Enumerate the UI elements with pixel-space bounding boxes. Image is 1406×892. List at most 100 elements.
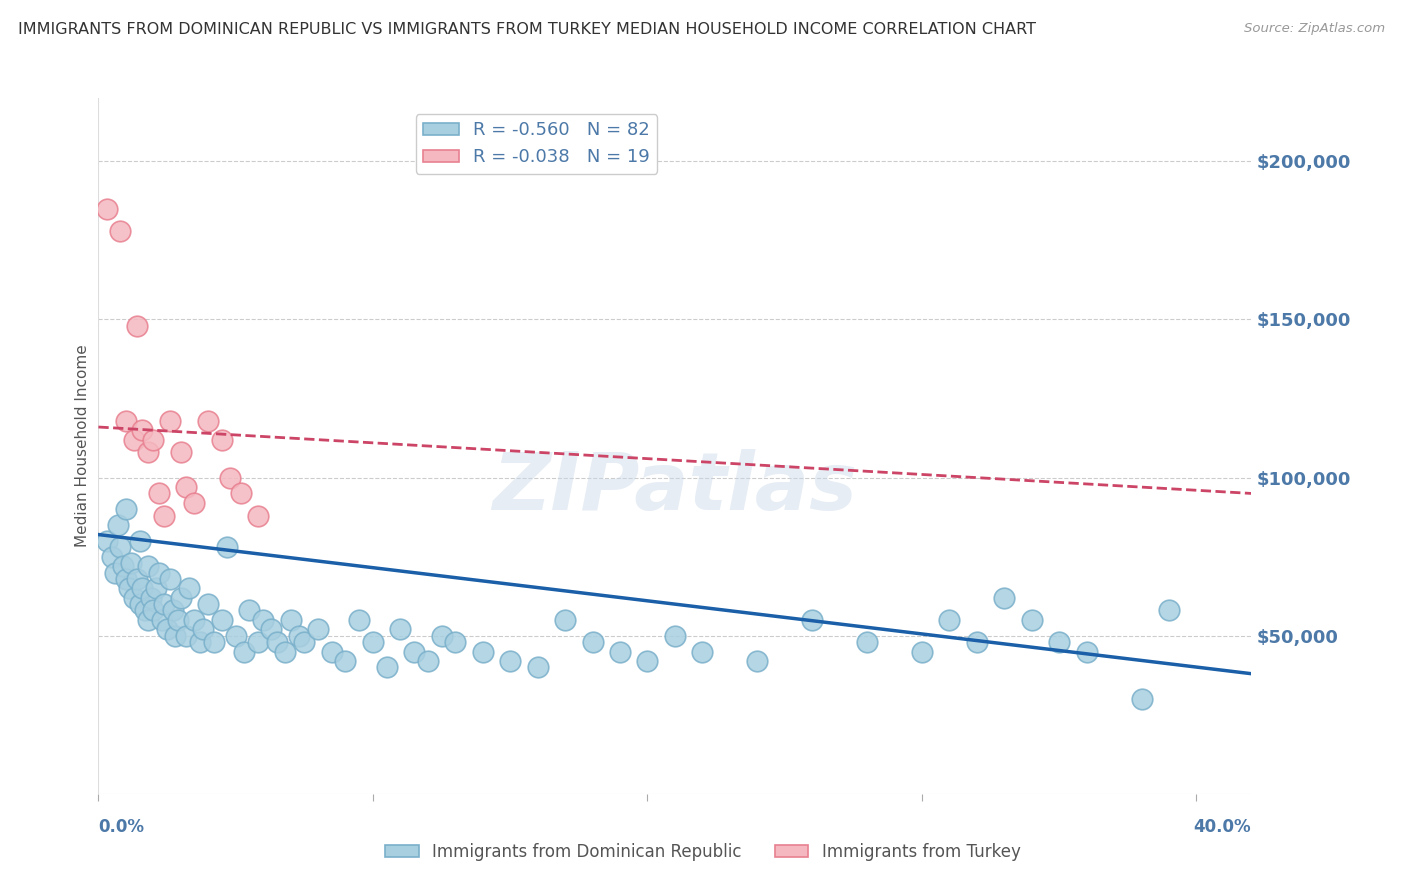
- Point: [115, 572, 138, 586]
- Legend: R = -0.560   N = 82, R = -0.038   N = 19: R = -0.560 N = 82, R = -0.038 N = 19: [416, 114, 658, 174]
- Point: [404, 644, 426, 658]
- Point: [122, 591, 145, 605]
- Point: [335, 654, 357, 668]
- Point: [801, 613, 824, 627]
- Point: [148, 566, 170, 580]
- Text: Source: ZipAtlas.com: Source: ZipAtlas.com: [1244, 22, 1385, 36]
- Point: [110, 224, 132, 238]
- Point: [153, 508, 176, 523]
- Point: [115, 502, 138, 516]
- Point: [361, 635, 384, 649]
- Point: [1021, 613, 1043, 627]
- Point: [165, 629, 187, 643]
- Point: [307, 623, 329, 637]
- Point: [115, 414, 138, 428]
- Text: ZIPatlas: ZIPatlas: [492, 449, 858, 527]
- Point: [581, 635, 603, 649]
- Point: [1157, 603, 1180, 617]
- Point: [231, 486, 253, 500]
- Point: [197, 597, 219, 611]
- Point: [554, 613, 576, 627]
- Point: [246, 508, 269, 523]
- Point: [142, 433, 165, 447]
- Point: [1130, 692, 1153, 706]
- Point: [162, 603, 184, 617]
- Point: [128, 533, 150, 548]
- Point: [197, 414, 219, 428]
- Point: [416, 654, 439, 668]
- Point: [266, 635, 288, 649]
- Point: [142, 603, 165, 617]
- Point: [156, 623, 179, 637]
- Point: [136, 613, 159, 627]
- Point: [148, 486, 170, 500]
- Point: [131, 582, 153, 596]
- Point: [471, 644, 494, 658]
- Point: [993, 591, 1015, 605]
- Point: [125, 572, 148, 586]
- Point: [110, 540, 132, 554]
- Text: IMMIGRANTS FROM DOMINICAN REPUBLIC VS IMMIGRANTS FROM TURKEY MEDIAN HOUSEHOLD IN: IMMIGRANTS FROM DOMINICAN REPUBLIC VS IM…: [18, 22, 1036, 37]
- Point: [170, 445, 193, 459]
- Point: [1047, 635, 1070, 649]
- Point: [609, 644, 631, 658]
- Point: [117, 582, 139, 596]
- Text: 40.0%: 40.0%: [1194, 818, 1251, 836]
- Point: [167, 613, 190, 627]
- Point: [139, 591, 162, 605]
- Point: [134, 603, 156, 617]
- Text: 0.0%: 0.0%: [98, 818, 145, 836]
- Point: [153, 597, 176, 611]
- Point: [122, 433, 145, 447]
- Point: [211, 613, 233, 627]
- Point: [174, 629, 197, 643]
- Point: [128, 597, 150, 611]
- Point: [170, 591, 193, 605]
- Point: [174, 480, 197, 494]
- Point: [636, 654, 658, 668]
- Point: [444, 635, 467, 649]
- Point: [856, 635, 879, 649]
- Point: [664, 629, 686, 643]
- Point: [288, 629, 311, 643]
- Point: [101, 549, 124, 564]
- Point: [191, 623, 214, 637]
- Point: [217, 540, 239, 554]
- Point: [280, 613, 302, 627]
- Point: [232, 644, 254, 658]
- Point: [1076, 644, 1098, 658]
- Point: [252, 613, 274, 627]
- Legend: Immigrants from Dominican Republic, Immigrants from Turkey: Immigrants from Dominican Republic, Immi…: [378, 837, 1028, 868]
- Point: [145, 582, 167, 596]
- Point: [183, 496, 205, 510]
- Point: [131, 423, 153, 437]
- Point: [692, 644, 714, 658]
- Point: [499, 654, 522, 668]
- Point: [112, 559, 135, 574]
- Point: [260, 623, 283, 637]
- Point: [183, 613, 205, 627]
- Point: [375, 660, 398, 674]
- Point: [389, 623, 412, 637]
- Point: [159, 572, 181, 586]
- Point: [211, 433, 233, 447]
- Y-axis label: Median Household Income: Median Household Income: [75, 344, 90, 548]
- Point: [107, 518, 129, 533]
- Point: [246, 635, 269, 649]
- Point: [225, 629, 247, 643]
- Point: [347, 613, 370, 627]
- Point: [274, 644, 297, 658]
- Point: [177, 582, 200, 596]
- Point: [292, 635, 315, 649]
- Point: [136, 559, 159, 574]
- Point: [96, 202, 118, 216]
- Point: [159, 414, 181, 428]
- Point: [96, 533, 118, 548]
- Point: [104, 566, 127, 580]
- Point: [321, 644, 343, 658]
- Point: [219, 470, 242, 484]
- Point: [938, 613, 960, 627]
- Point: [966, 635, 988, 649]
- Point: [202, 635, 225, 649]
- Point: [136, 445, 159, 459]
